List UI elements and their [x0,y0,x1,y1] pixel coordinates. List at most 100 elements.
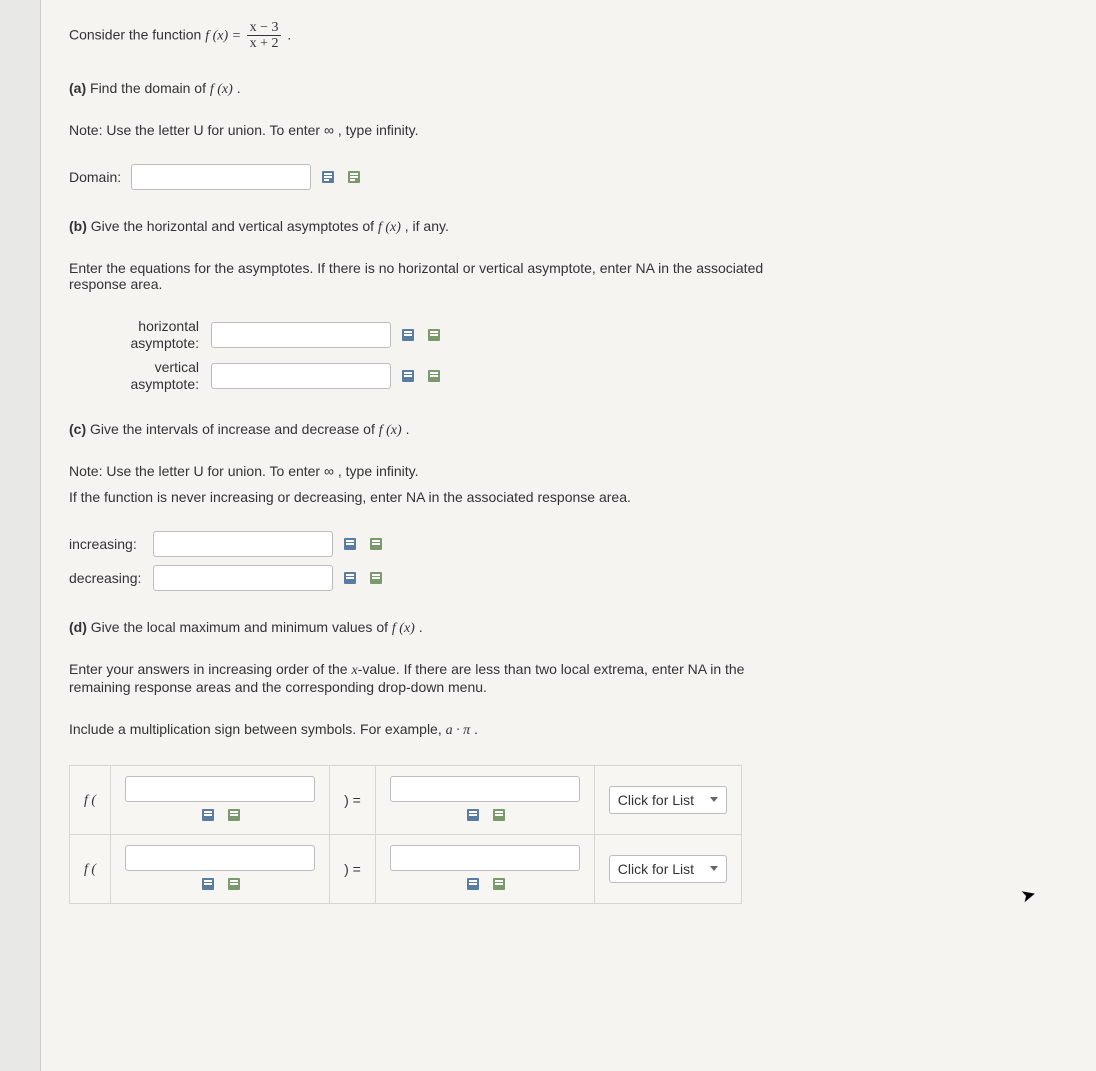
preview-icon[interactable] [464,806,482,824]
preview-icon[interactable] [199,806,217,824]
extrema-r2-x-cell [111,834,330,903]
decreasing-input[interactable] [153,565,333,591]
help-icon[interactable] [490,875,508,893]
v-asym-label: vertical asymptote: [109,359,199,393]
help-icon[interactable] [490,806,508,824]
part-d-fn: f (x) [392,621,415,636]
part-b-label: (b) [69,218,87,234]
increasing-row: increasing: [69,531,1068,557]
part-d-instr2: Include a multiplication sign between sy… [69,721,1068,739]
extrema-r1-y-cell [375,765,594,834]
domain-label: Domain: [69,169,121,185]
horizontal-asymptote-row: horizontal asymptote: [109,318,1068,352]
part-a-tail: . [237,80,241,96]
fraction-numerator: x − 3 [247,20,282,36]
decreasing-row: decreasing: [69,565,1068,591]
intro-suffix: . [287,27,291,43]
domain-input[interactable] [131,164,311,190]
help-icon[interactable] [225,875,243,893]
help-icon[interactable] [345,168,363,186]
part-a-label: (a) [69,80,86,96]
extrema-r1-x-input[interactable] [125,776,315,802]
part-a-prompt: (a) Find the domain of f (x) . [69,78,1068,100]
chevron-down-icon [710,797,718,802]
extrema-r2-y-cell [375,834,594,903]
part-b: (b) Give the horizontal and vertical asy… [69,216,1068,393]
help-icon[interactable] [367,569,385,587]
asymptote-block: horizontal asymptote: vertical asymptote… [109,318,1068,393]
help-icon[interactable] [425,367,443,385]
h-asym-input[interactable] [211,322,391,348]
part-b-instr: Enter the equations for the asymptotes. … [69,260,789,292]
v-asym-label-2: asymptote: [131,376,199,392]
intro-prefix: Consider the function [69,27,205,43]
part-d-tail: . [419,619,423,635]
worksheet-page: Consider the function f (x) = x − 3 x + … [40,0,1096,1071]
v-asym-input[interactable] [211,363,391,389]
part-a-text: Find the domain of [90,80,210,96]
extrema-r2-y-input[interactable] [390,845,580,871]
part-b-fn: f (x) [378,220,401,235]
h-asym-label: horizontal asymptote: [109,318,199,352]
extrema-r2-dd-cell: Click for List [594,834,741,903]
part-b-tail: , if any. [405,218,449,234]
part-d-label: (d) [69,619,87,635]
part-a: (a) Find the domain of f (x) . Note: Use… [69,78,1068,190]
h-asym-label-2: asymptote: [131,335,199,351]
vertical-asymptote-row: vertical asymptote: [109,359,1068,393]
part-a-note: Note: Use the letter U for union. To ent… [69,122,1068,138]
preview-icon[interactable] [399,326,417,344]
preview-icon[interactable] [399,367,417,385]
part-d: (d) Give the local maximum and minimum v… [69,617,1068,904]
extrema-r2-dropdown[interactable]: Click for List [609,855,727,883]
increasing-label: increasing: [69,536,143,552]
extrema-r1-dropdown[interactable]: Click for List [609,786,727,814]
help-icon[interactable] [425,326,443,344]
v-asym-label-1: vertical [155,359,199,375]
extrema-r2-eq: ) = [330,834,376,903]
part-c: (c) Give the intervals of increase and d… [69,419,1068,591]
part-b-prompt: (b) Give the horizontal and vertical asy… [69,216,1068,238]
extrema-r1-dd-cell: Click for List [594,765,741,834]
extrema-r2-x-input[interactable] [125,845,315,871]
extrema-r1-eq: ) = [330,765,376,834]
intro-section: Consider the function f (x) = x − 3 x + … [69,20,1068,52]
help-icon[interactable] [225,806,243,824]
eq-2: ) = [344,861,361,877]
f-open-1: f ( [84,793,96,808]
part-b-text: Give the horizontal and vertical asympto… [91,218,378,234]
part-c-prompt: (c) Give the intervals of increase and d… [69,419,1068,441]
part-d-instr2-b: . [470,721,478,737]
increasing-input[interactable] [153,531,333,557]
extrema-table: f ( ) = [69,765,742,904]
part-c-label: (c) [69,421,86,437]
decreasing-label: decreasing: [69,570,143,586]
part-d-instr2-a: Include a multiplication sign between sy… [69,721,446,737]
help-icon[interactable] [367,535,385,553]
part-d-text: Give the local maximum and minimum value… [91,619,392,635]
part-a-fn: f (x) [210,82,233,97]
extrema-row-2: f ( ) = [70,834,742,903]
part-c-note2: If the function is never increasing or d… [69,489,1068,505]
preview-icon[interactable] [319,168,337,186]
extrema-r1-y-input[interactable] [390,776,580,802]
intro-fraction: x − 3 x + 2 [247,20,282,52]
extrema-r1-x-cell [111,765,330,834]
extrema-r2-fopen: f ( [70,834,111,903]
h-asym-label-1: horizontal [138,318,199,334]
part-d-instr1: Enter your answers in increasing order o… [69,661,789,695]
intro-fn-lhs: f (x) = [205,29,244,44]
part-d-prompt: (d) Give the local maximum and minimum v… [69,617,1068,639]
part-c-tail: . [406,421,410,437]
chevron-down-icon [710,866,718,871]
preview-icon[interactable] [341,535,359,553]
preview-icon[interactable] [464,875,482,893]
eq-1: ) = [344,792,361,808]
preview-icon[interactable] [341,569,359,587]
extrema-row-1: f ( ) = [70,765,742,834]
part-d-instr2-ex: a · π [446,723,471,738]
f-open-2: f ( [84,862,96,877]
preview-icon[interactable] [199,875,217,893]
extrema-r1-fopen: f ( [70,765,111,834]
dropdown-label-2: Click for List [618,861,694,877]
